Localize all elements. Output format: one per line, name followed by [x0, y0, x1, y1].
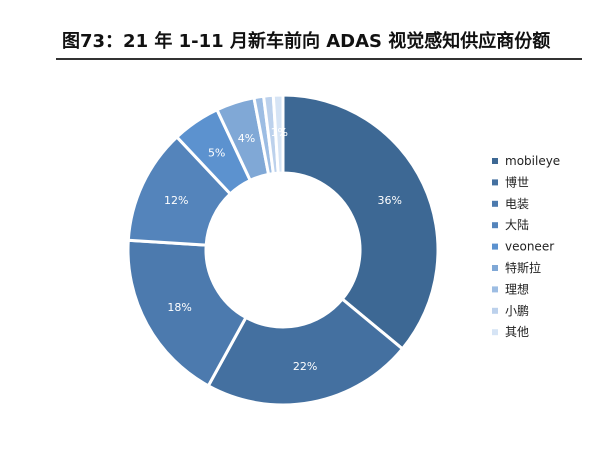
data-label-5: 4%: [238, 132, 255, 145]
legend-swatch-1: [492, 179, 498, 186]
legend-label-1: 博世: [505, 174, 529, 189]
donut-slices: [126, 93, 440, 407]
legend-label-8: 其他: [505, 325, 529, 339]
data-label-4: 5%: [208, 146, 225, 159]
donut-slice-0: [281, 93, 440, 351]
data-label-3: 12%: [164, 194, 188, 207]
data-label-1: 22%: [293, 360, 317, 373]
legend-label-0: mobileye: [505, 154, 560, 168]
donut-slice-8: [271, 93, 285, 175]
figure-title: 图73：21 年 1-11 月新车前向 ADAS 视觉感知供应商份额: [62, 31, 551, 52]
data-label-2: 18%: [167, 301, 191, 314]
legend-label-3: 大陆: [505, 217, 529, 232]
legend-swatch-3: [492, 222, 498, 229]
legend-swatch-4: [492, 243, 498, 250]
legend-swatch-5: [492, 265, 498, 271]
donut-slice-1: [206, 296, 405, 407]
legend-swatch-8: [492, 329, 498, 336]
donut-slice-2: [126, 238, 248, 388]
data-labels: 36% 22% 18% 12% 5% 4% 1%: [164, 126, 402, 373]
legend-label-5: 特斯拉: [505, 260, 541, 275]
legend-label-4: veoneer: [505, 240, 554, 254]
legend-label-7: 小鹏: [505, 304, 529, 318]
title-rule: [56, 58, 582, 60]
legend-label-2: 电装: [505, 197, 529, 211]
legend-swatch-7: [492, 307, 498, 314]
legend-label-6: 理想: [505, 281, 529, 296]
legend-swatch-0: [492, 158, 498, 164]
legend-swatch-6: [492, 286, 498, 293]
legend-swatch-2: [492, 200, 498, 207]
data-label-8: 1%: [271, 126, 288, 139]
data-label-0: 36%: [378, 194, 402, 207]
